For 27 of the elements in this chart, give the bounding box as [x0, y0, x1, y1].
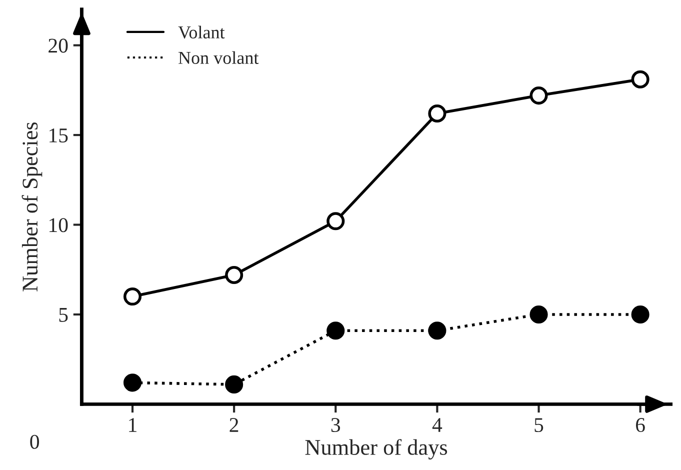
x-axis-title: Number of days [305, 439, 448, 460]
point [123, 374, 142, 392]
legend-label: Volant [178, 26, 225, 39]
y-tick-label: 10 [50, 218, 68, 232]
y-tick-label: 15 [50, 128, 68, 142]
point [225, 266, 244, 284]
point [225, 375, 244, 394]
x-tick-label: 3 [331, 418, 340, 432]
point [428, 322, 446, 340]
point [530, 86, 548, 105]
x-tick-label: 4 [432, 418, 442, 432]
x-tick-label: 6 [636, 418, 645, 432]
x-tick-label: 1 [129, 418, 136, 432]
point [631, 70, 650, 88]
point [530, 305, 548, 324]
y-tick-label: 20 [48, 38, 68, 53]
point [123, 288, 142, 306]
point [631, 305, 650, 324]
point [326, 322, 345, 340]
x-tick-label: 2 [230, 418, 238, 432]
y-axis-title: Number of Species [22, 122, 42, 292]
legend-label: Non volant [178, 51, 259, 64]
text: 0 [30, 434, 40, 449]
point [428, 104, 446, 123]
y-tick-label: 5 [59, 308, 68, 322]
point [326, 212, 345, 230]
x-tick-label: 5 [534, 418, 544, 432]
